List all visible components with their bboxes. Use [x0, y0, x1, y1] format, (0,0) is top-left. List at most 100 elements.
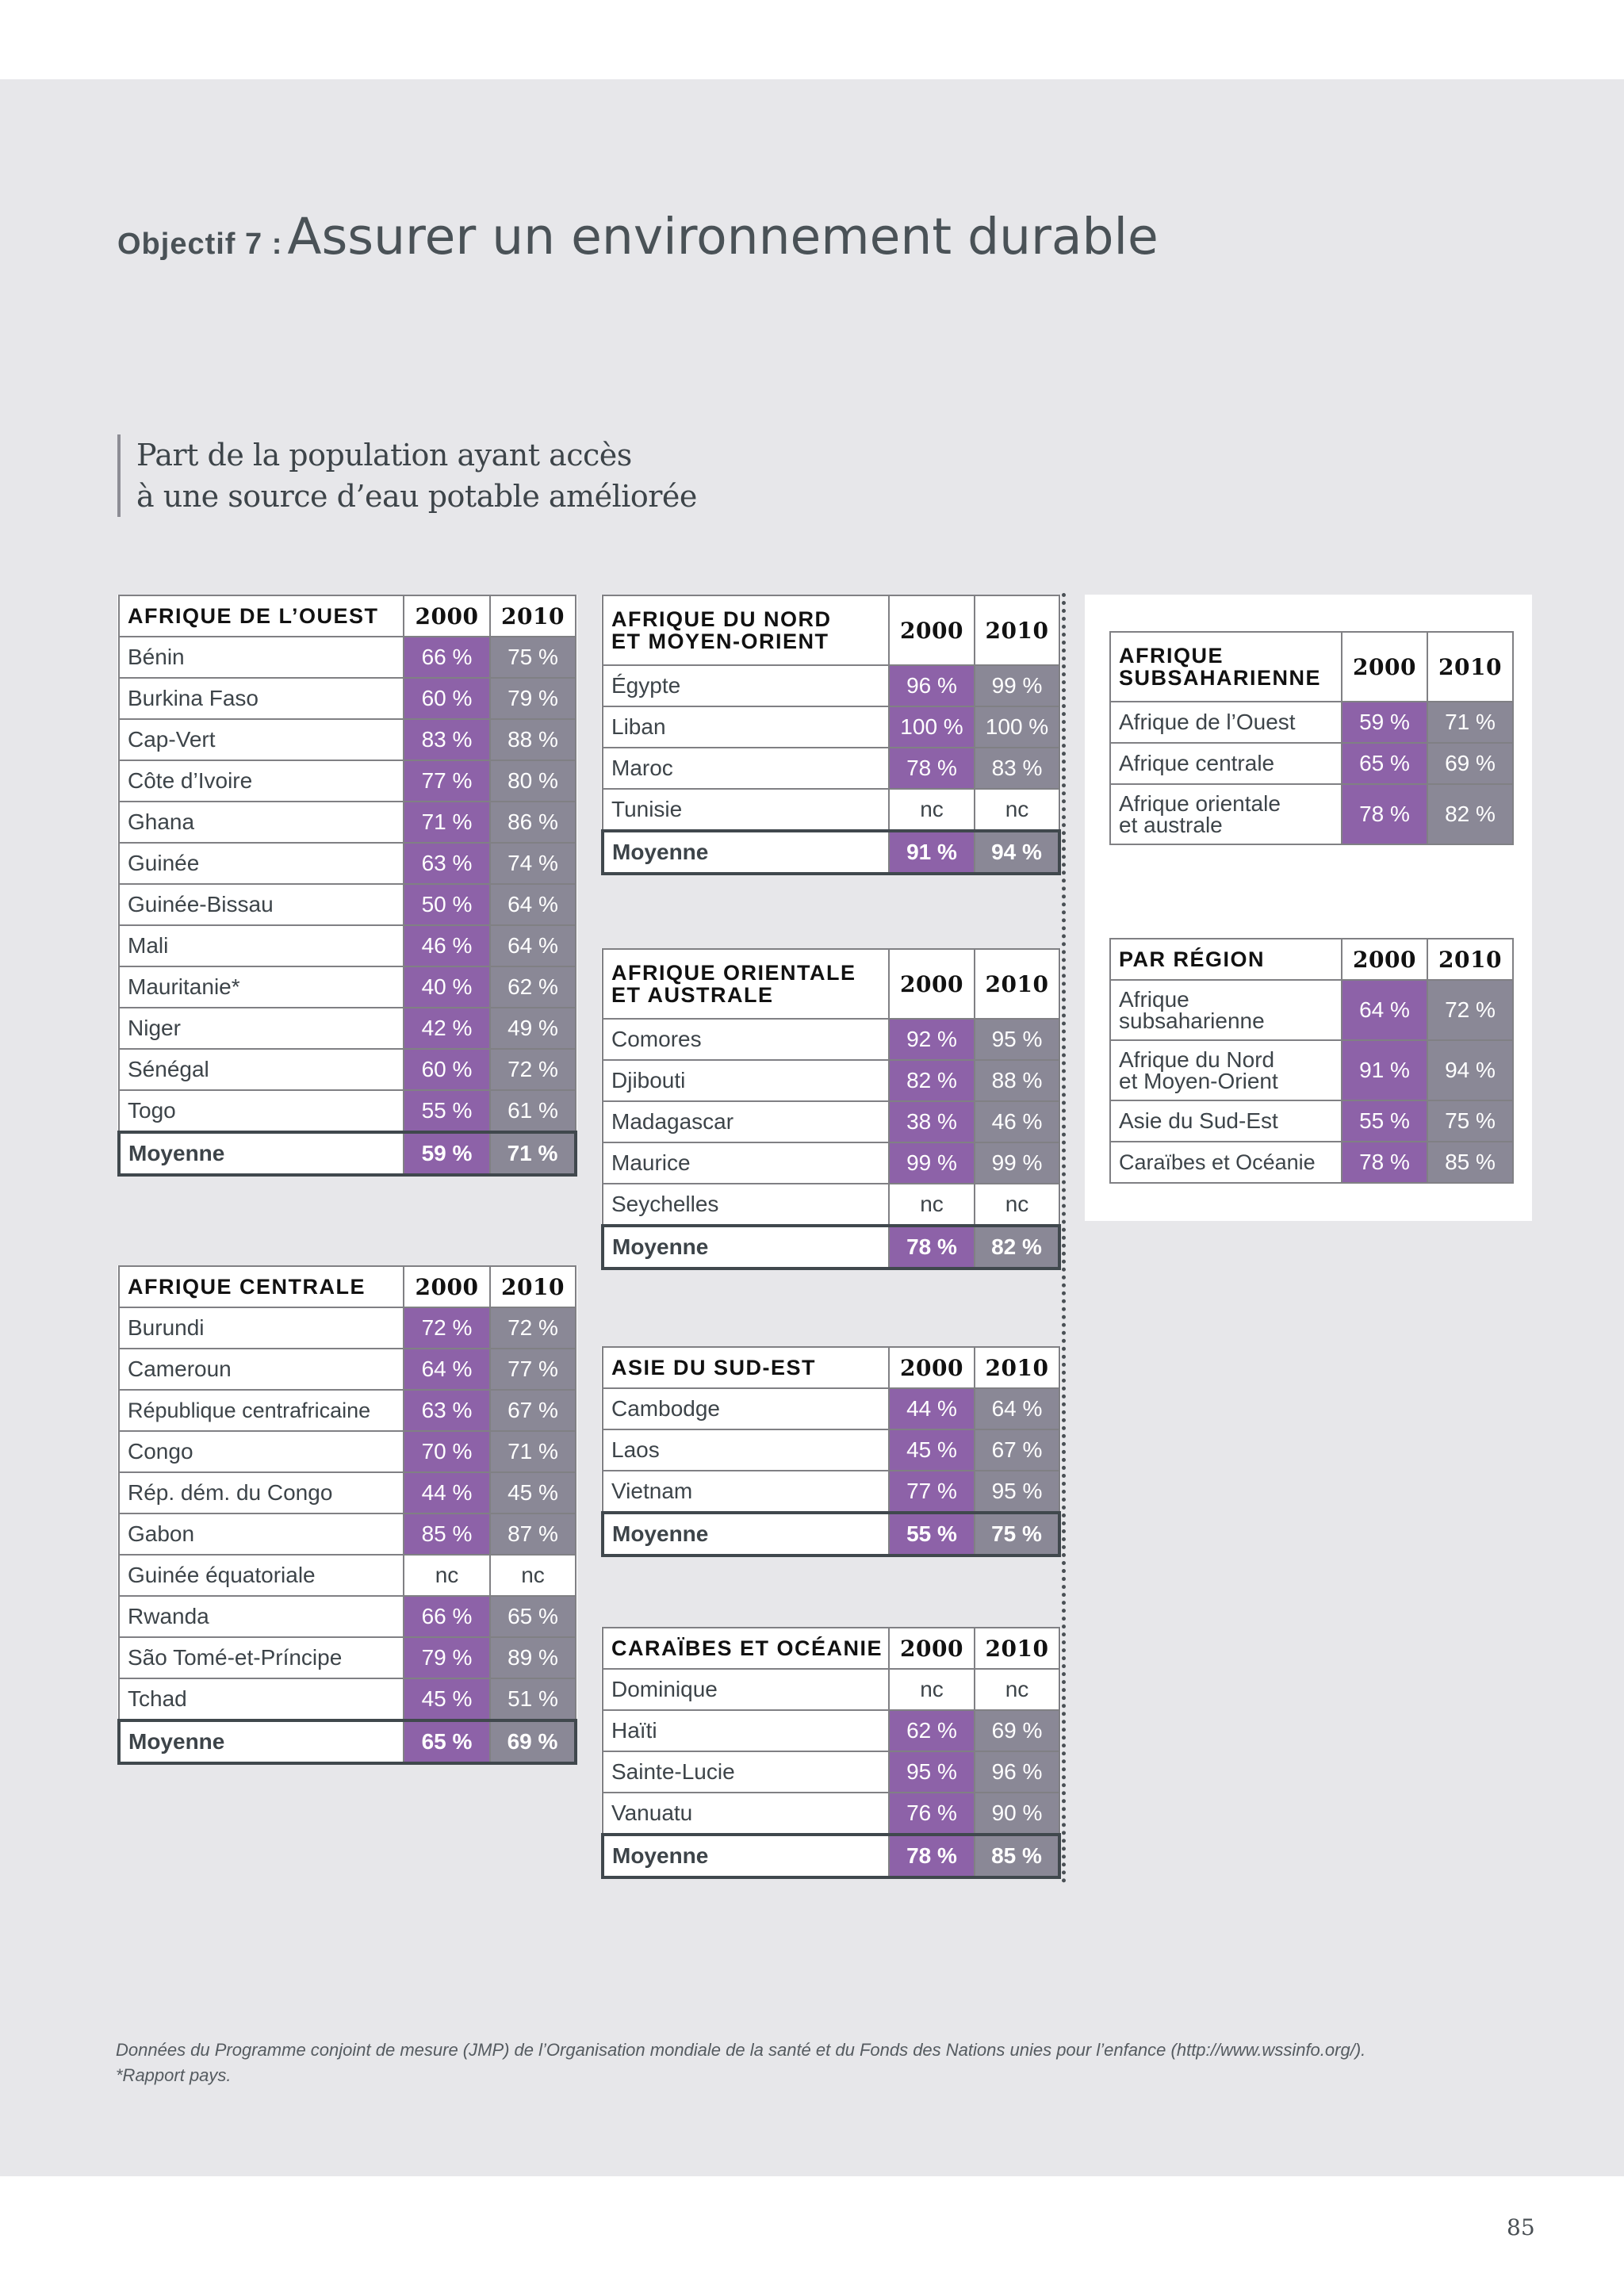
table-row: Vietnam 77 % 95 % — [602, 1470, 1060, 1513]
value-2000: nc — [888, 1668, 975, 1711]
value-2000: 82 % — [888, 1059, 975, 1102]
table-row: Bénin 66 % 75 % — [118, 636, 576, 679]
column-2000: 2000 — [888, 948, 975, 1020]
value-2010: 85 % — [974, 1833, 1061, 1879]
table-row: Maroc 78 % 83 % — [602, 747, 1060, 790]
value-2000: 40 % — [403, 966, 491, 1008]
value-2000: 78 % — [888, 747, 975, 790]
value-2010: 80 % — [489, 760, 576, 802]
country-name: Bénin — [118, 636, 404, 679]
value-2010: 64 % — [974, 1387, 1060, 1430]
title-main: Assurer un environnement durable — [287, 208, 1159, 266]
table-row: Afrique subsaharienne 64 % 72 % — [1109, 979, 1514, 1041]
value-2010: 71 % — [489, 1430, 576, 1473]
column-2000: 2000 — [403, 595, 491, 637]
country-name: Guinée — [118, 842, 404, 885]
table-header: AFRIQUE SUBSAHARIENNE — [1109, 631, 1342, 702]
value-2010: 61 % — [489, 1089, 576, 1133]
table-row: Gabon 85 % 87 % — [118, 1513, 576, 1556]
value-2010: 69 % — [1427, 742, 1514, 785]
country-name: Dominique — [602, 1668, 890, 1711]
table-row: Burkina Faso 60 % 79 % — [118, 677, 576, 720]
table-row: Rép. dém. du Congo 44 % 45 % — [118, 1471, 576, 1514]
region-name: Asie du Sud-Est — [1109, 1100, 1342, 1142]
value-2010: 79 % — [489, 677, 576, 720]
country-name: Cambodge — [602, 1387, 890, 1430]
column-2010: 2010 — [974, 1627, 1060, 1670]
value-2010: 67 % — [489, 1389, 576, 1432]
value-2000: 46 % — [403, 924, 491, 967]
table-row: Madagascar 38 % 46 % — [602, 1100, 1060, 1143]
country-name: Sainte-Lucie — [602, 1751, 890, 1793]
table-row: Guinée 63 % 74 % — [118, 842, 576, 885]
column-2000: 2000 — [403, 1265, 491, 1308]
table-row: Niger 42 % 49 % — [118, 1007, 576, 1050]
value-2000: 63 % — [403, 1389, 491, 1432]
region-name-line-2: et Moyen-Orient — [1119, 1069, 1278, 1093]
column-2000: 2000 — [888, 1346, 975, 1389]
table-row: Tchad 45 % 51 % — [118, 1678, 576, 1721]
value-2000: 71 % — [403, 801, 491, 844]
column-2010: 2010 — [974, 1346, 1060, 1389]
value-2010: 90 % — [974, 1792, 1060, 1835]
table-row: Comores 92 % 95 % — [602, 1018, 1060, 1061]
table-row: Sainte-Lucie 95 % 96 % — [602, 1751, 1060, 1793]
header-line-2: SUBSAHARIENNE — [1119, 666, 1322, 690]
table-row: Asie du Sud-Est 55 % 75 % — [1109, 1100, 1514, 1142]
subtitle-line-2: à une source d’eau potable améliorée — [136, 479, 697, 514]
value-2010: 69 % — [974, 1709, 1060, 1752]
value-2000: 78 % — [888, 1224, 975, 1270]
average-row: Moyenne 91 % 94 % — [601, 829, 1061, 875]
table-row: Afrique de l’Ouest 59 % 71 % — [1109, 701, 1514, 744]
value-2010: 65 % — [489, 1595, 576, 1638]
value-2010: 45 % — [489, 1471, 576, 1514]
value-2000: 78 % — [1341, 783, 1428, 845]
value-2010: 72 % — [489, 1048, 576, 1091]
country-name: Gabon — [118, 1513, 404, 1556]
table-row: Afrique du Nord et Moyen-Orient 91 % 94 % — [1109, 1039, 1514, 1101]
average-label: Moyenne — [601, 1511, 890, 1557]
value-2010: 51 % — [489, 1678, 576, 1721]
value-2010: 49 % — [489, 1007, 576, 1050]
country-name: Tunisie — [602, 788, 890, 832]
average-label: Moyenne — [601, 1833, 890, 1879]
column-2000: 2000 — [1341, 631, 1428, 702]
value-2010: 83 % — [974, 747, 1060, 790]
column-2000: 2000 — [888, 595, 975, 666]
value-2000: 44 % — [888, 1387, 975, 1430]
value-2010: 75 % — [974, 1511, 1061, 1557]
value-2010: 99 % — [974, 664, 1060, 707]
value-2010: 94 % — [1427, 1039, 1514, 1101]
value-2010: 88 % — [489, 718, 576, 761]
value-2010: 71 % — [1427, 701, 1514, 744]
region-name: Afrique de l’Ouest — [1109, 701, 1342, 744]
column-2010: 2010 — [1427, 938, 1514, 981]
value-2000: 70 % — [403, 1430, 491, 1473]
header-line-1: AFRIQUE ORIENTALE — [611, 961, 856, 985]
table-row: Djibouti 82 % 88 % — [602, 1059, 1060, 1102]
table-row: Togo 55 % 61 % — [118, 1089, 576, 1133]
value-2000: 77 % — [888, 1470, 975, 1513]
value-2000: 55 % — [403, 1089, 491, 1133]
value-2000: 78 % — [888, 1833, 975, 1879]
column-2000: 2000 — [1341, 938, 1428, 981]
value-2000: 92 % — [888, 1018, 975, 1061]
country-name: Mauritanie* — [118, 966, 404, 1008]
table-row: Dominique nc nc — [602, 1668, 1060, 1711]
value-2010: 95 % — [974, 1470, 1060, 1513]
value-2000: 95 % — [888, 1751, 975, 1793]
country-name: Liban — [602, 706, 890, 748]
value-2000: 65 % — [403, 1719, 491, 1765]
table-afrique-nord: AFRIQUE DU NORD ET MOYEN-ORIENT 2000 2010… — [601, 595, 1061, 875]
footnote-source: Données du Programme conjoint de mesure … — [116, 2040, 1366, 2060]
table-header: ASIE DU SUD-EST — [602, 1346, 890, 1389]
value-2010: 46 % — [974, 1100, 1060, 1143]
value-2010: 96 % — [974, 1751, 1060, 1793]
value-2000: 38 % — [888, 1100, 975, 1143]
value-2000: 63 % — [403, 842, 491, 885]
table-row: Ghana 71 % 86 % — [118, 801, 576, 844]
country-name: Vietnam — [602, 1470, 890, 1513]
table-afrique-ouest: AFRIQUE DE L’OUEST 2000 2010 Bénin 66 % 75… — [117, 595, 577, 1177]
region-name: Caraïbes et Océanie — [1109, 1141, 1342, 1184]
value-2010: nc — [974, 1668, 1060, 1711]
